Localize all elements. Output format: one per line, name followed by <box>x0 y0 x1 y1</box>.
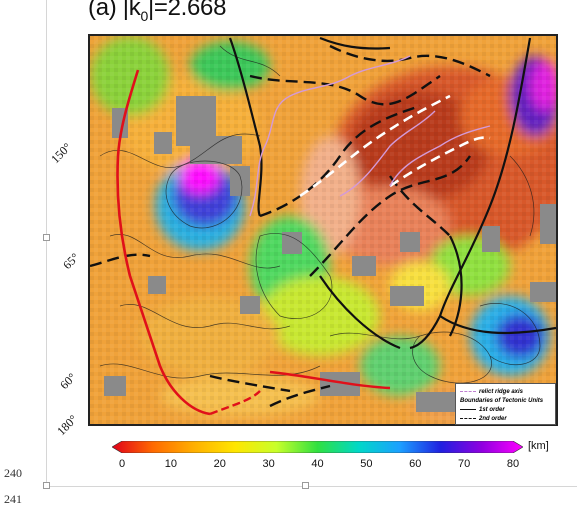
depth-colorbar <box>112 441 523 453</box>
legend-first-row: 1st order <box>460 407 505 413</box>
red-boundary-line-south <box>269 370 391 390</box>
colorbar-tick-label: 50 <box>360 458 373 470</box>
title-main: (a) |k <box>88 0 141 21</box>
red-boundary-line <box>116 69 211 416</box>
legend-second-label: 2nd order <box>479 416 507 422</box>
legend-relict-label: relict ridge axis <box>479 389 524 395</box>
white-dashed-lines <box>299 94 491 198</box>
depth-map-image <box>90 36 556 424</box>
first-order-swatch <box>460 408 476 410</box>
colorbar-tick-label: 20 <box>213 458 226 470</box>
colorbar-bar <box>112 441 523 453</box>
second-order-swatch <box>460 417 476 419</box>
colorbar-tick-label: 10 <box>164 458 177 470</box>
title-subscript: 0 <box>140 7 148 24</box>
colorbar-tick-label: 0 <box>118 458 126 470</box>
relict-ridge-axis <box>249 55 491 217</box>
depth-map <box>88 34 558 426</box>
title-value: |=2.668 <box>147 0 227 21</box>
colorbar-tick-label: 40 <box>311 458 324 470</box>
colorbar-tick-label: 70 <box>458 458 471 470</box>
second-order-boundaries <box>90 44 491 408</box>
colorbar-tick-label: 30 <box>262 458 275 470</box>
first-order-boundaries <box>228 36 556 350</box>
lat-label-150: 150° <box>48 140 75 167</box>
no-data-patches <box>104 96 556 412</box>
resize-handle-bottom-left[interactable] <box>43 482 50 489</box>
lat-label-60: 60° <box>57 370 79 393</box>
colorbar-unit: [km] <box>528 440 549 452</box>
legend-second-row: 2nd order <box>460 416 507 422</box>
colorbar-tick-label: 80 <box>506 458 520 470</box>
resize-handle-bottom[interactable] <box>302 482 309 489</box>
resize-handle-left[interactable] <box>43 234 50 241</box>
red-dashed-line <box>209 390 261 416</box>
contour-lines <box>99 45 541 384</box>
line-number-240: 240 <box>4 466 22 480</box>
legend-first-label: 1st order <box>479 407 505 413</box>
page-margin-line <box>46 0 47 486</box>
legend-section-title: Boundaries of Tectonic Units <box>460 398 544 404</box>
lat-label-180: 180° <box>54 412 81 439</box>
page-bottom-line <box>46 486 577 487</box>
colorbar-tick-label: 60 <box>409 458 422 470</box>
lat-label-65: 65° <box>60 250 82 273</box>
legend-relict-row: relict ridge axis <box>460 389 523 395</box>
map-legend: relict ridge axis Boundaries of Tectonic… <box>455 383 556 425</box>
figure-title: (a) |k0|=2.668 <box>88 0 226 24</box>
relict-swatch <box>460 390 476 392</box>
